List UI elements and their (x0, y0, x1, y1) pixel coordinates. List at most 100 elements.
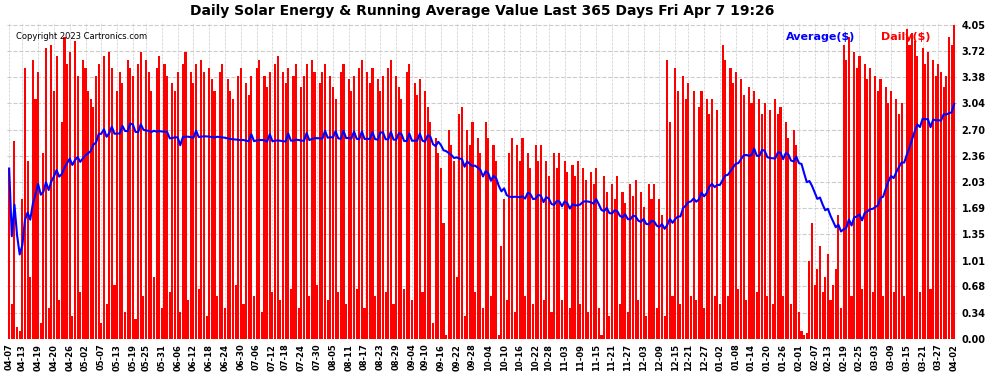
Bar (398, 87, 400, 339)
Bar (282, 72, 284, 339)
Bar (266, 87, 268, 339)
Bar (19, 331, 21, 339)
Bar (930, 288, 932, 339)
Bar (685, 99, 687, 339)
Bar (268, 72, 271, 339)
Bar (540, 145, 542, 339)
Bar (650, 200, 652, 339)
Bar (632, 196, 635, 339)
Bar (863, 64, 866, 339)
Bar (482, 308, 484, 339)
Bar (861, 288, 863, 339)
Bar (953, 25, 955, 339)
Bar (227, 80, 229, 339)
Text: Copyright 2023 Cartronics.com: Copyright 2023 Cartronics.com (16, 32, 148, 40)
Bar (84, 68, 86, 339)
Bar (246, 83, 248, 339)
Bar (48, 308, 50, 339)
Bar (911, 33, 913, 339)
Bar (524, 296, 526, 339)
Bar (16, 327, 18, 339)
Bar (206, 316, 208, 339)
Bar (640, 192, 642, 339)
Bar (455, 277, 457, 339)
Bar (55, 56, 57, 339)
Bar (371, 68, 373, 339)
Bar (595, 168, 597, 339)
Bar (252, 296, 255, 339)
Bar (830, 300, 832, 339)
Bar (361, 60, 363, 339)
Bar (98, 64, 100, 339)
Bar (211, 80, 213, 339)
Bar (330, 76, 332, 339)
Bar (777, 114, 779, 339)
Bar (190, 72, 192, 339)
Bar (635, 180, 637, 339)
Bar (819, 246, 821, 339)
Bar (771, 304, 773, 339)
Bar (511, 138, 513, 339)
Bar (801, 331, 803, 339)
Bar (738, 288, 740, 339)
Bar (232, 99, 234, 339)
Bar (877, 91, 879, 339)
Bar (627, 312, 629, 339)
Bar (866, 80, 868, 339)
Bar (590, 172, 592, 339)
Bar (450, 145, 452, 339)
Bar (674, 68, 676, 339)
Bar (758, 99, 760, 339)
Bar (543, 300, 545, 339)
Bar (427, 106, 429, 339)
Bar (669, 122, 671, 339)
Bar (925, 64, 927, 339)
Bar (598, 308, 600, 339)
Bar (655, 308, 657, 339)
Bar (182, 64, 184, 339)
Bar (260, 312, 263, 339)
Bar (569, 308, 571, 339)
Bar (782, 296, 784, 339)
Bar (45, 48, 48, 339)
Bar (484, 122, 487, 339)
Bar (535, 145, 537, 339)
Bar (730, 68, 732, 339)
Bar (335, 99, 337, 339)
Bar (906, 29, 908, 339)
Bar (311, 60, 313, 339)
Bar (100, 323, 102, 339)
Bar (893, 292, 895, 339)
Bar (368, 83, 371, 339)
Bar (847, 37, 850, 339)
Bar (732, 83, 735, 339)
Bar (950, 45, 952, 339)
Bar (643, 207, 644, 339)
Bar (582, 168, 584, 339)
Bar (387, 68, 389, 339)
Bar (935, 76, 937, 339)
Bar (424, 91, 426, 339)
Bar (214, 91, 216, 339)
Bar (806, 333, 808, 339)
Bar (714, 296, 716, 339)
Bar (60, 122, 63, 339)
Bar (522, 138, 524, 339)
Bar (858, 56, 860, 339)
Bar (724, 60, 727, 339)
Bar (740, 80, 742, 339)
Bar (324, 64, 326, 339)
Bar (630, 184, 632, 339)
Bar (755, 292, 757, 339)
Bar (695, 300, 697, 339)
Bar (477, 138, 479, 339)
Bar (21, 200, 24, 339)
Bar (79, 292, 81, 339)
Bar (850, 296, 852, 339)
Bar (152, 277, 155, 339)
Bar (203, 72, 205, 339)
Bar (290, 288, 292, 339)
Bar (32, 60, 34, 339)
Bar (885, 87, 887, 339)
Bar (753, 91, 755, 339)
